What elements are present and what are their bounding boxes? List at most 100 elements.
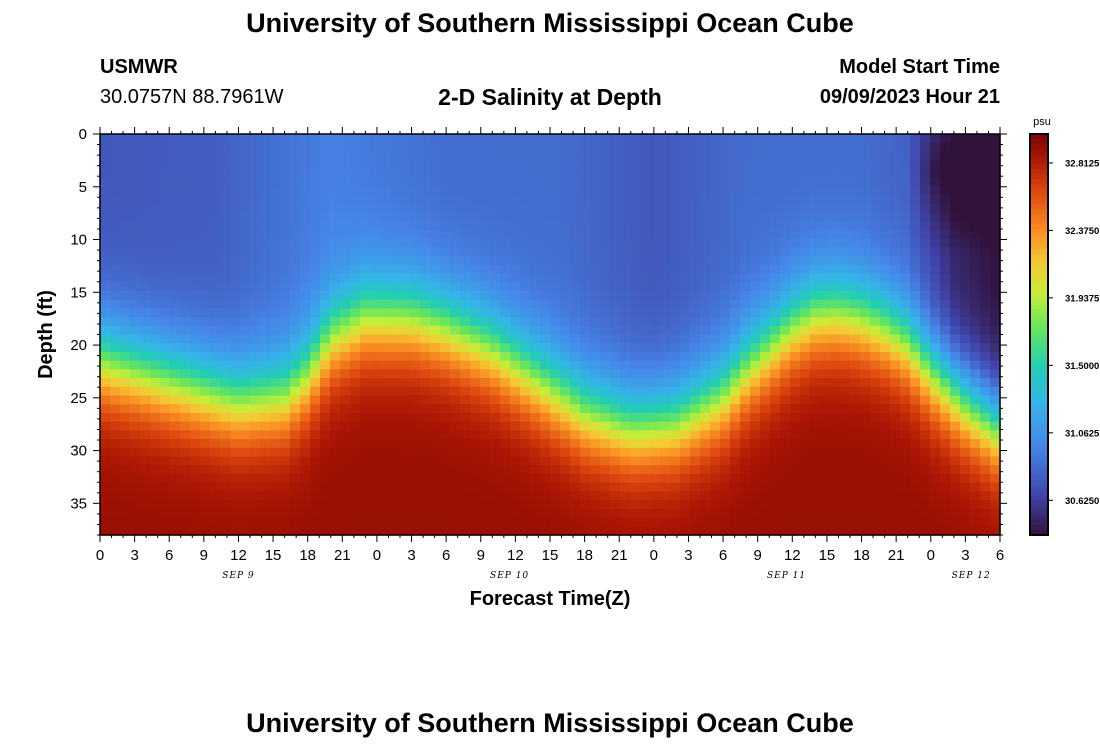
heatmap-cell [620,465,631,475]
heatmap-cell [980,500,991,510]
heatmap-cell [950,500,961,510]
heatmap-cell [890,221,901,231]
heatmap-cell [120,334,131,344]
heatmap-cell [690,282,701,292]
heatmap-cell [750,386,761,397]
heatmap-cell [290,343,301,353]
heatmap-cell [450,212,461,222]
heatmap-cell [280,168,291,179]
heatmap-cell [570,386,581,397]
heatmap-cell [430,308,441,318]
heatmap-cell [320,221,331,231]
heatmap-cell [810,526,821,536]
heatmap-cell [750,360,761,370]
heatmap-cell [100,334,111,344]
heatmap-cell [170,212,181,222]
heatmap-cell [370,404,381,414]
heatmap-cell [850,256,861,266]
heatmap-cell [140,290,151,301]
heatmap-cell [190,395,201,405]
heatmap-cell [240,412,251,423]
heatmap-cell [660,351,671,362]
heatmap-cell [940,447,951,458]
heatmap-cell [630,395,641,405]
heatmap-cell [190,334,201,344]
heatmap-cell [670,290,681,301]
heatmap-cell [860,221,871,231]
heatmap-cell [390,212,401,222]
heatmap-cell [870,378,881,388]
heatmap-cell [120,282,131,292]
heatmap-cell [850,351,861,362]
heatmap-cell [380,160,391,170]
heatmap-cell [120,177,131,187]
heatmap-cell [990,142,1001,153]
heatmap-cell [860,491,871,501]
heatmap-cell [290,168,301,179]
heatmap-cell [590,317,601,327]
heatmap-cell [140,517,151,527]
heatmap-cell [100,395,111,405]
heatmap-cell [480,395,491,405]
heatmap-cell [340,439,351,449]
heatmap-cell [700,447,711,458]
heatmap-cell [600,378,611,388]
heatmap-cell [810,238,821,248]
heatmap-cell [780,378,791,388]
heatmap-cell [460,177,471,187]
heatmap-cell [900,334,911,344]
heatmap-cell [220,343,231,353]
heatmap-cell [280,273,291,283]
heatmap-cell [490,221,501,231]
heatmap-cell [790,177,801,187]
heatmap-cell [390,343,401,353]
heatmap-cell [530,343,541,353]
heatmap-cell [200,308,211,318]
heatmap-cell [780,517,791,527]
heatmap-cell [980,482,991,493]
heatmap-cell [630,256,641,266]
heatmap-cell [130,421,141,431]
heatmap-cell [820,395,831,405]
heatmap-cell [720,412,731,423]
heatmap-cell [150,386,161,397]
heatmap-cell [630,325,641,336]
heatmap-cell [850,273,861,283]
heatmap-cell [560,290,571,301]
heatmap-cell [440,508,451,519]
heatmap-cell [410,447,421,458]
heatmap-cell [810,343,821,353]
heatmap-cell [120,465,131,475]
heatmap-cell [910,439,921,449]
heatmap-cell [930,491,941,501]
heatmap-cell [210,386,221,397]
heatmap-cell [860,317,871,327]
heatmap-cell [230,282,241,292]
heatmap-cell [670,343,681,353]
heatmap-cell [410,386,421,397]
heatmap-cell [990,343,1001,353]
heatmap-cell [440,386,451,397]
heatmap-cell [670,282,681,292]
heatmap-cell [180,317,191,327]
heatmap-cell [280,334,291,344]
heatmap-cell [270,482,281,493]
heatmap-cell [420,160,431,170]
heatmap-cell [350,378,361,388]
heatmap-cell [730,334,741,344]
heatmap-cell [450,317,461,327]
heatmap-cell [300,203,311,214]
heatmap-cell [260,439,271,449]
heatmap-cell [480,526,491,536]
heatmap-cell [240,334,251,344]
heatmap-cell [520,500,531,510]
heatmap-cell [950,482,961,493]
heatmap-cell [260,360,271,370]
heatmap-cell [250,369,261,379]
heatmap-cell [230,412,241,423]
heatmap-cell [550,351,561,362]
heatmap-cell [690,395,701,405]
heatmap-cell [370,229,381,240]
heatmap-cell [150,229,161,240]
heatmap-cell [400,508,411,519]
